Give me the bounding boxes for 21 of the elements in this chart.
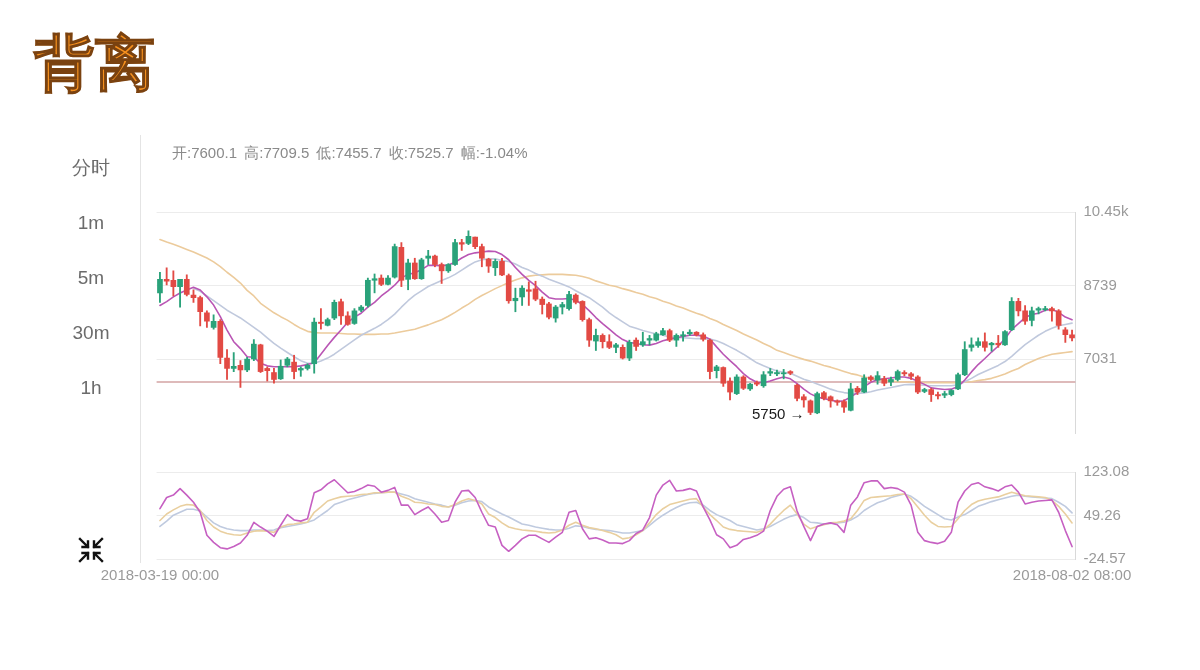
candlestick xyxy=(230,352,237,372)
candlestick xyxy=(995,335,1002,348)
chart-title: 背离 xyxy=(34,29,156,99)
y-tick-label: 10.45k xyxy=(1083,202,1129,220)
candlestick xyxy=(458,239,465,251)
y-tick-label: 7031 xyxy=(1083,349,1117,367)
text: 30m xyxy=(71,321,111,345)
y-tick-label: 123.08 xyxy=(1083,462,1130,480)
text: 分时 xyxy=(71,156,111,180)
text: 1m xyxy=(76,211,106,235)
chart-subtitle: 开:7600.1 高:7709.5 低:7455.7 收:7525.7 幅:-1.04% xyxy=(172,143,528,163)
y-tick-label: 8739 xyxy=(1083,275,1117,293)
candlestick xyxy=(163,267,170,286)
text: 1h xyxy=(79,376,103,400)
y-tick-label: 49.26 xyxy=(1083,505,1121,523)
candlestick xyxy=(318,308,324,330)
annotation: 5750 → xyxy=(751,404,805,422)
text: 5m xyxy=(76,266,106,290)
x-tick-label: 2018-08-02 08:00 xyxy=(1012,566,1132,584)
x-tick-label: 2018-03-19 00:00 xyxy=(100,566,220,584)
y-tick-label: -24.57 xyxy=(1083,549,1126,567)
